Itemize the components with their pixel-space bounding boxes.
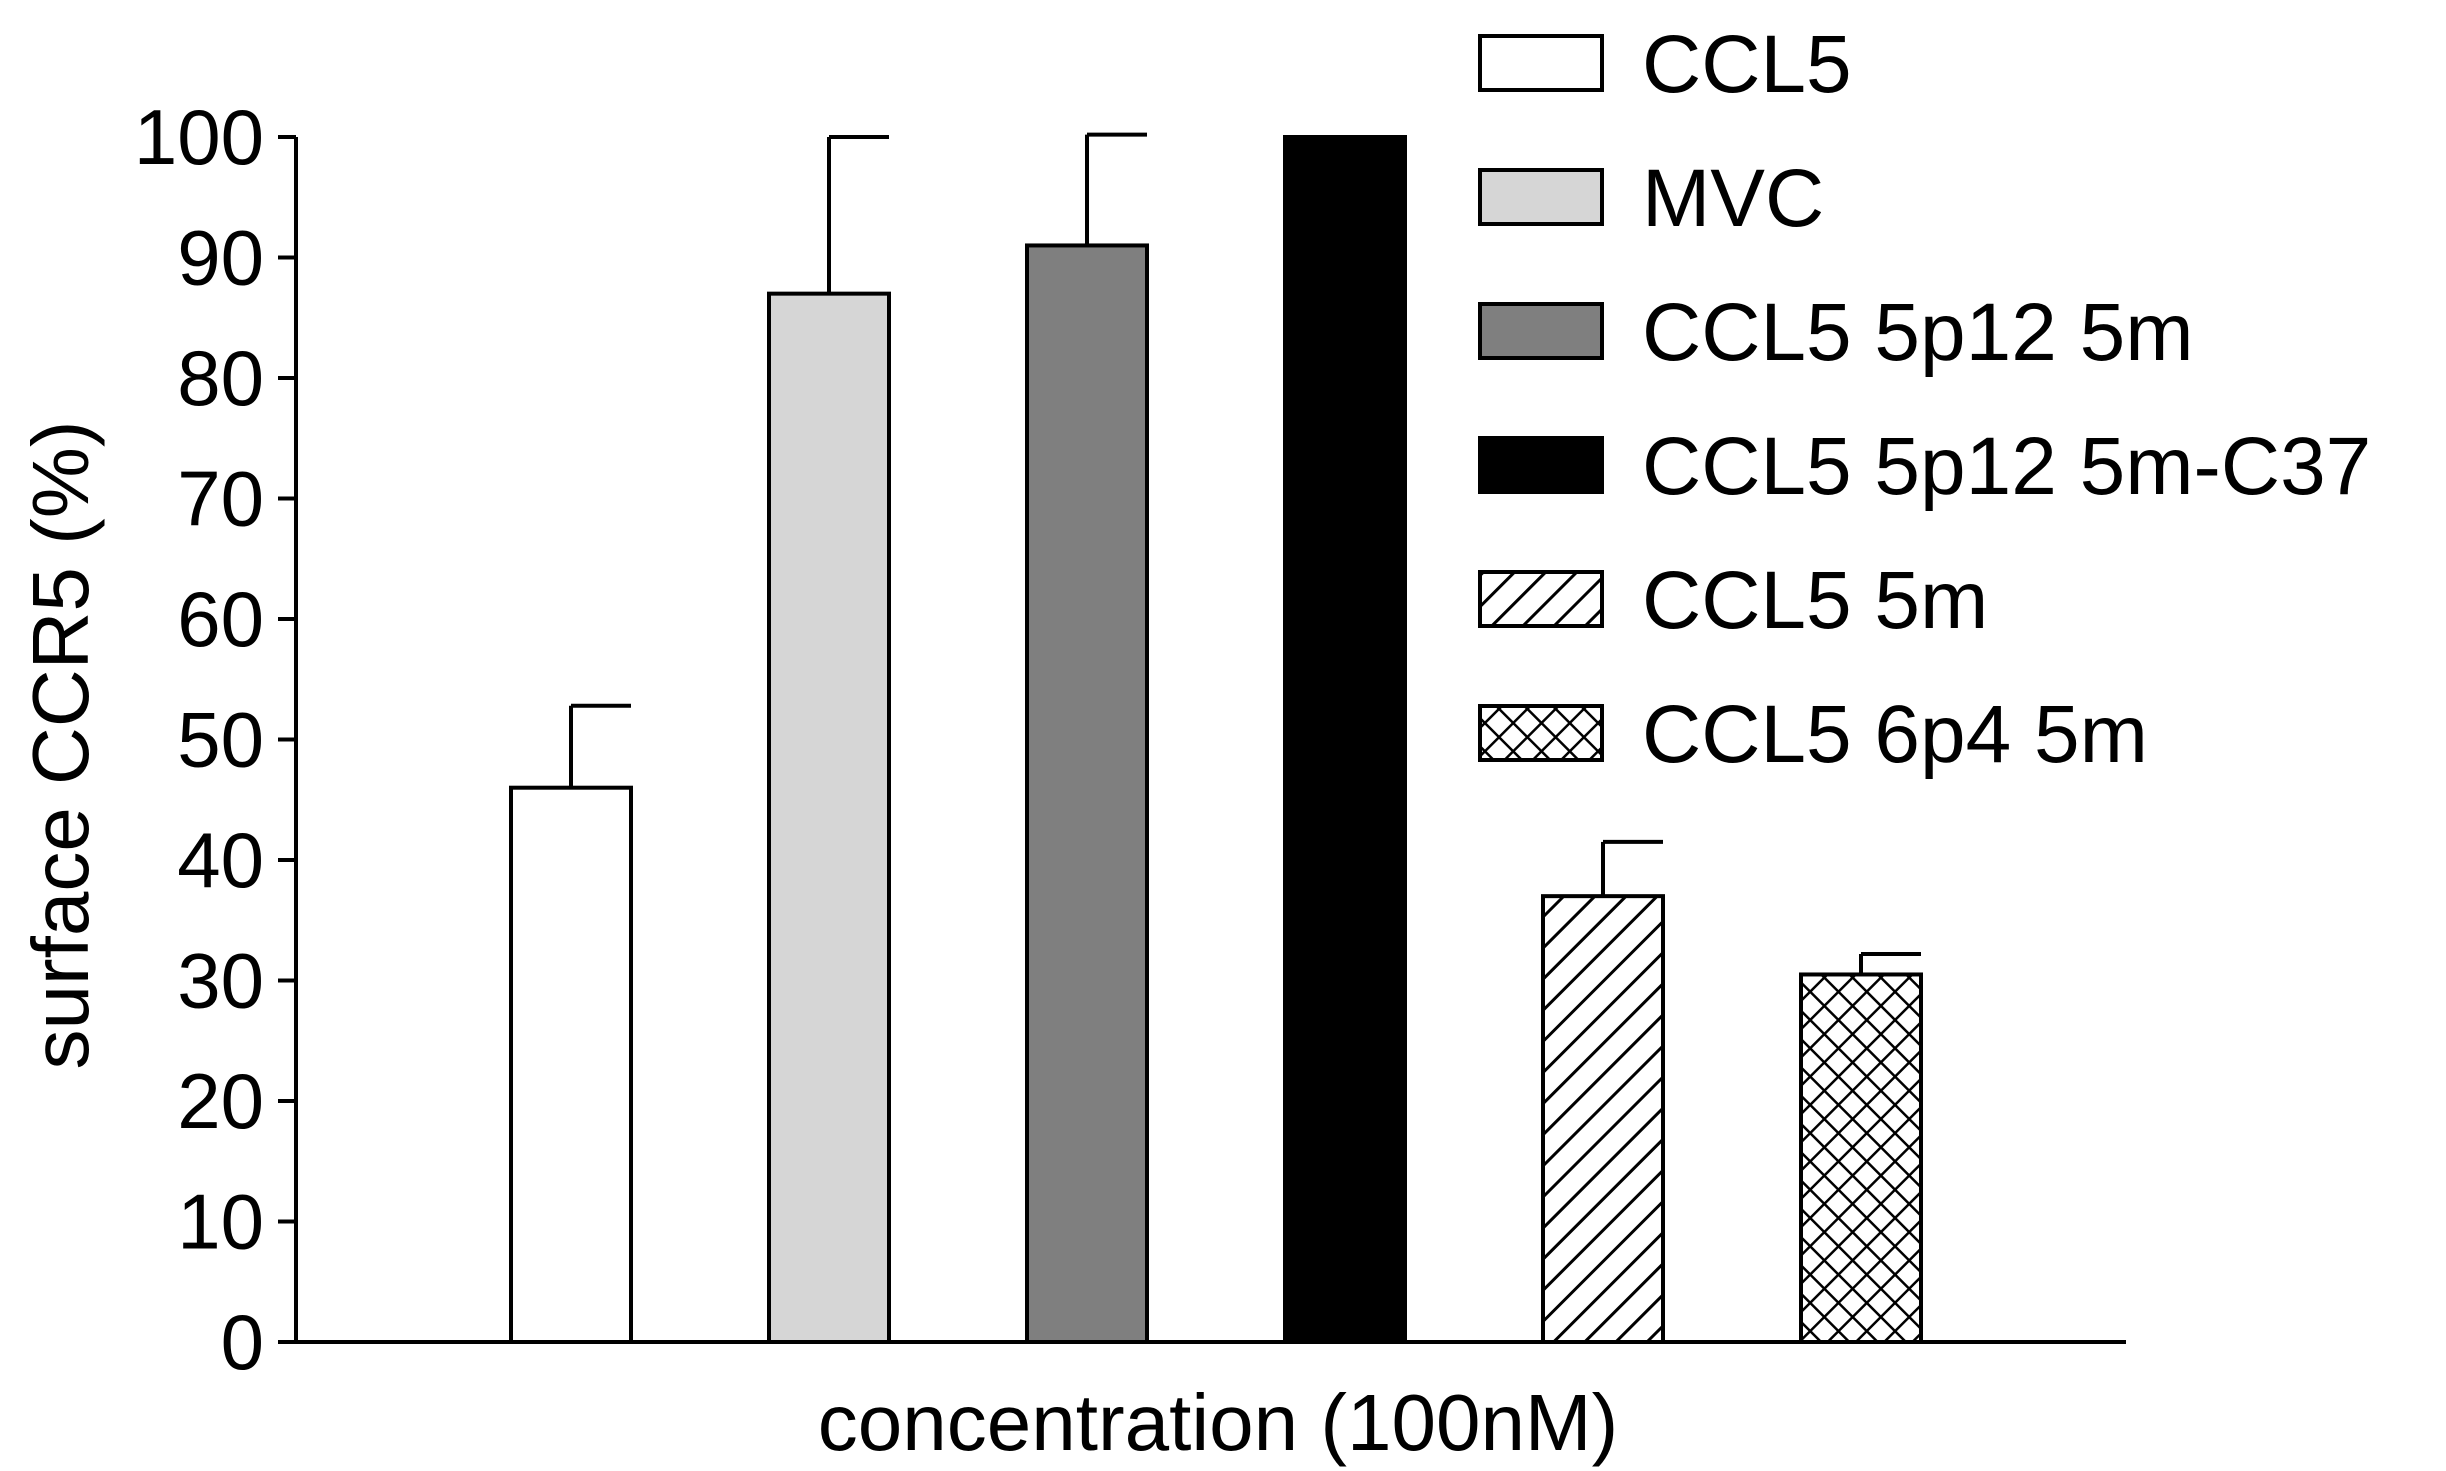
legend-label-3: CCL5 5p12 5m-C37 bbox=[1642, 421, 2371, 512]
y-tick-label: 30 bbox=[177, 937, 264, 1025]
axes: 0 10 20 30 40 50 60 70 80 90 100 bbox=[134, 93, 2126, 1386]
y-tick-label: 20 bbox=[177, 1057, 264, 1145]
legend-swatch-4 bbox=[1478, 570, 1604, 628]
y-tick-label: 40 bbox=[177, 816, 264, 904]
y-axis-label: surface CCR5 (%) bbox=[16, 420, 105, 1069]
x-axis-label: concentration (100nM) bbox=[818, 1378, 1618, 1467]
y-tick-label: 80 bbox=[177, 334, 264, 422]
bar-0 bbox=[509, 785, 633, 1344]
y-tick-label: 60 bbox=[177, 575, 264, 663]
y-tick-label: 70 bbox=[177, 455, 264, 543]
legend-label-4: CCL5 5m bbox=[1642, 555, 1988, 646]
bar-4 bbox=[1541, 894, 1665, 1345]
y-tick-label: 90 bbox=[177, 214, 264, 302]
legend-swatch-2 bbox=[1478, 302, 1604, 360]
legend-label-5: CCL5 6p4 5m bbox=[1642, 689, 2148, 780]
bar-2 bbox=[1025, 243, 1149, 1345]
bar-3 bbox=[1283, 135, 1407, 1344]
legend-label-0: CCL5 bbox=[1642, 19, 1852, 110]
legend-swatch-1 bbox=[1478, 168, 1604, 226]
y-tick-label: 50 bbox=[177, 696, 264, 784]
legend-swatch-3 bbox=[1478, 436, 1604, 494]
y-tick-label: 100 bbox=[134, 93, 264, 181]
legend-label-2: CCL5 5p12 5m bbox=[1642, 287, 2194, 378]
legend-label-1: MVC bbox=[1642, 153, 1824, 244]
bar-1 bbox=[767, 291, 891, 1344]
legend-swatch-0 bbox=[1478, 34, 1604, 92]
bars bbox=[509, 132, 1923, 1345]
legend: CCL5 MVC CCL5 5p12 5m CCL5 5p12 5m-C37 CCL5 … bbox=[1478, 19, 2371, 780]
y-tick-label: 10 bbox=[177, 1178, 264, 1266]
legend-swatch-5 bbox=[1478, 704, 1604, 762]
bar-5 bbox=[1799, 972, 1923, 1344]
y-tick-label: 0 bbox=[221, 1298, 264, 1386]
